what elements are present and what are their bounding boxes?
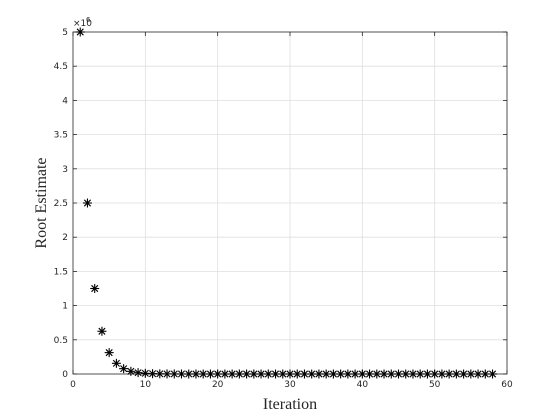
data-point (104, 348, 114, 358)
y-tick-label: 1 (62, 302, 68, 312)
data-point (386, 369, 396, 379)
y-tick-label: 0 (62, 370, 68, 380)
x-tick-label: 30 (284, 380, 296, 390)
data-markers (75, 27, 498, 379)
data-point (350, 369, 360, 379)
x-tick-label: 20 (212, 380, 224, 390)
data-point (133, 368, 143, 378)
x-tick-label: 10 (140, 380, 152, 390)
y-tick-label: 2 (62, 233, 68, 243)
x-axis-label: Iteration (263, 396, 317, 413)
y-tick-label: 4.5 (54, 62, 68, 72)
y-multiplier-label: ×10 (73, 19, 92, 29)
data-point (430, 369, 440, 379)
data-point (82, 198, 92, 208)
data-point (336, 369, 346, 379)
data-point (343, 369, 353, 379)
y-tick-label: 3 (62, 165, 68, 175)
y-tick-label: 1.5 (54, 267, 68, 277)
x-tick-label: 0 (70, 380, 76, 390)
data-point (278, 369, 288, 379)
data-point (480, 369, 490, 379)
data-point (90, 284, 100, 293)
y-tick-label: 0.5 (54, 336, 68, 346)
grid (73, 32, 507, 374)
data-point (401, 369, 411, 379)
data-point (75, 27, 85, 37)
y-tick-label: 4 (62, 96, 68, 106)
x-tick-label: 50 (429, 380, 441, 390)
x-tick-label: 40 (357, 380, 369, 390)
y-multiplier-exponent: 6 (86, 16, 91, 24)
y-axis-label: Root Estimate (33, 157, 50, 248)
data-point (459, 369, 469, 379)
y-tick-label: 2.5 (54, 199, 68, 209)
data-point (372, 369, 382, 379)
data-point (119, 364, 129, 374)
data-point (111, 358, 121, 368)
y-tick-label: 5 (62, 28, 68, 38)
data-point (97, 326, 107, 336)
y-tick-label: 3.5 (54, 131, 68, 141)
data-point (126, 366, 136, 376)
tick-labels: 0 10 20 30 40 50 60 0 0.5 1 1.5 2 2.5 3 3.5 4 4.5 5 (54, 28, 513, 390)
x-tick-label: 60 (501, 380, 513, 390)
data-point (488, 369, 498, 379)
data-point (249, 369, 259, 379)
